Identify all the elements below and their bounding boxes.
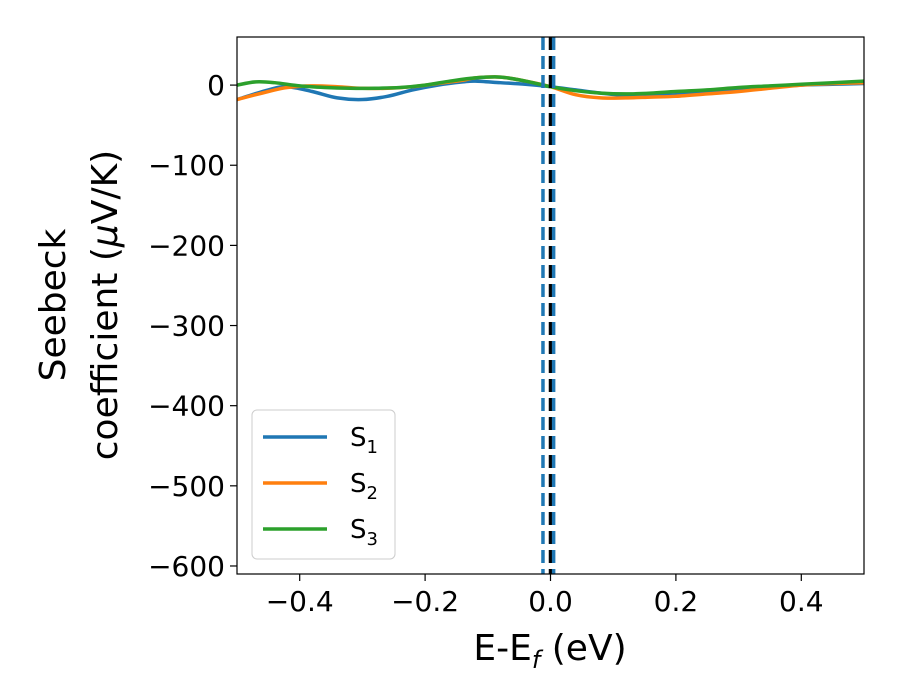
y-axis-ticks: 0 −100 −200 −300 −400 −500 −600: [148, 69, 237, 583]
y-tick-label: −600: [148, 550, 225, 583]
y-axis-title-line1: Seebeck: [33, 228, 74, 381]
x-tick-label: −0.4: [266, 585, 334, 618]
x-tick-label: 0.2: [654, 585, 699, 618]
y-axis-title: Seebeck coefficient (μV/K): [33, 150, 126, 460]
y-tick-label: −300: [148, 310, 225, 343]
y-tick-label: −100: [148, 149, 225, 182]
legend-label-s2: S2: [350, 469, 378, 504]
series-layer: [237, 75, 864, 102]
y-tick-label: −500: [148, 470, 225, 503]
y-tick-label: 0: [207, 69, 225, 102]
y-tick-label: −400: [148, 390, 225, 423]
x-axis-ticks: −0.4 −0.2 0.0 0.2 0.4: [266, 574, 824, 618]
vline-layer: [541, 37, 556, 574]
legend-label-s1: S1: [350, 423, 378, 458]
legend: S1 S2 S3: [251, 409, 396, 560]
x-axis-title-tail: (eV): [540, 628, 626, 669]
x-tick-label: −0.2: [391, 585, 459, 618]
legend-label-s3: S3: [350, 515, 378, 550]
series-line-s3: [237, 75, 864, 96]
y-axis-title-line2: coefficient (μV/K): [85, 150, 126, 460]
y-tick-label: −200: [148, 229, 225, 262]
x-tick-label: 0.4: [779, 585, 824, 618]
x-axis-title: E-Ef (eV): [473, 628, 626, 674]
x-tick-label: 0.0: [528, 585, 573, 618]
